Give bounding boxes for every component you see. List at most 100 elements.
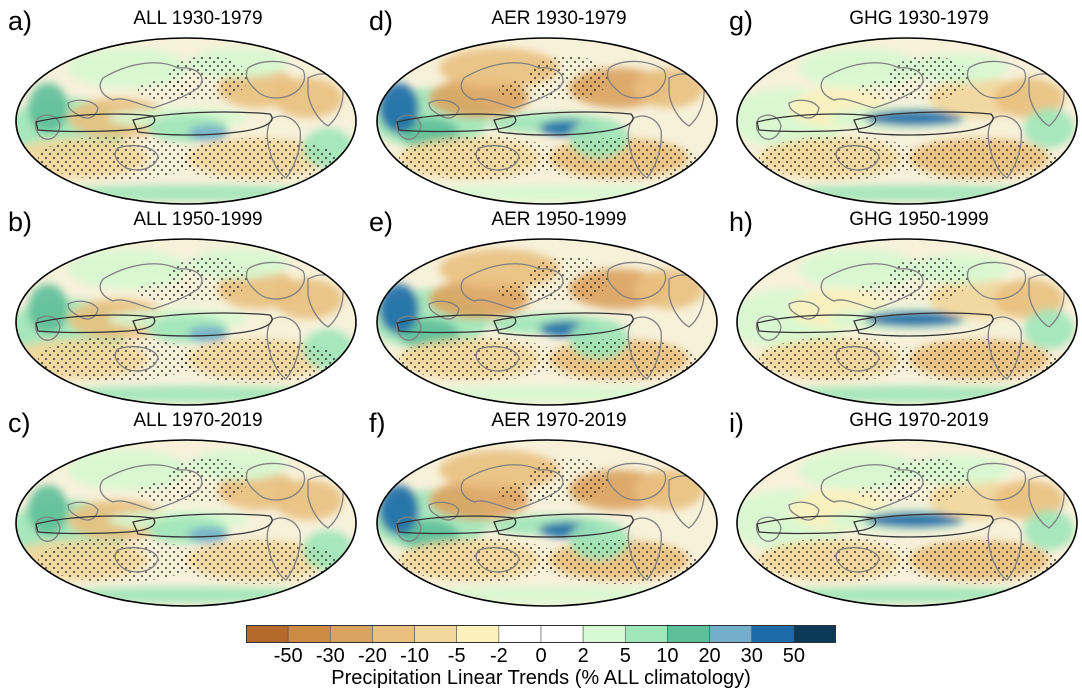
panel-letter: d) (369, 6, 394, 36)
trend-field (737, 239, 1077, 405)
precip-trend-map (736, 238, 1078, 406)
panel-letter: h) (729, 207, 754, 237)
map-frame (736, 439, 1078, 607)
colorbar-swatch (540, 625, 584, 643)
colorbar-tick-labels: -50 -30 -20 -10 -5 -2 0 2 5 10 20 30 50 (246, 645, 836, 667)
climatology-contour (396, 312, 634, 337)
stippling (399, 257, 699, 383)
colorbar-tick-label: 30 (740, 645, 763, 667)
colorbar-swatch (372, 625, 415, 643)
stippling (38, 56, 338, 182)
map-frame (15, 439, 357, 607)
panel-letter: i) (729, 408, 744, 438)
colorbar-tick-label: 2 (577, 645, 589, 667)
colorbar-tick-label: 10 (656, 645, 679, 667)
map-frame (736, 37, 1078, 205)
panel-letter: c) (8, 408, 31, 438)
map-panel-c: c) ALL 1970-2019 (8, 410, 363, 608)
coastlines (755, 60, 1065, 179)
map-panel-h: h) GHG 1950-1999 (729, 209, 1082, 407)
trend-field (377, 239, 717, 405)
trend-field (737, 38, 1077, 204)
precip-trend-map (376, 238, 718, 406)
colorbar-tick-label: -50 (273, 645, 303, 667)
colorbar-tick-label: 0 (535, 645, 547, 667)
panel-title: AER 1950-1999 (491, 209, 627, 230)
precip-trend-map (736, 37, 1078, 205)
stippling (759, 458, 1059, 584)
panel-letter: g) (729, 6, 754, 36)
colorbar-tick-label: -2 (489, 645, 508, 667)
precip-trend-map (376, 439, 718, 607)
precip-trend-map (736, 439, 1078, 607)
colorbar-swatch (624, 625, 668, 643)
map-frame (736, 238, 1078, 406)
map-panel-b: b) ALL 1950-1999 (8, 209, 363, 407)
panel-title: GHG 1970-2019 (849, 410, 989, 431)
colorbar-swatch (582, 625, 626, 643)
stippling (759, 56, 1059, 182)
coastlines (395, 462, 705, 581)
map-panel-a: a) ALL 1930-1979 (8, 8, 363, 206)
panel-letter: e) (369, 207, 394, 237)
map-frame (376, 439, 718, 607)
colorbar-tick-label: -5 (447, 645, 466, 667)
colorbar-tick-label: -30 (315, 645, 345, 667)
stippling (399, 458, 699, 584)
colorbar-tick-label: -10 (400, 645, 430, 667)
colorbar-swatch (414, 625, 458, 643)
precip-trend-map (376, 37, 718, 205)
trend-field (737, 440, 1077, 606)
colorbar-title: Precipitation Linear Trends (% ALL clima… (331, 667, 751, 689)
stippling (759, 257, 1059, 383)
colorbar-swatch (793, 625, 836, 643)
colorbar-swatch (751, 625, 795, 643)
panel-letter: a) (8, 6, 33, 36)
map-panel-e: e) AER 1950-1999 (369, 209, 724, 407)
colorbar-tick-label: 20 (698, 645, 721, 667)
colorbar-tick-label: -20 (357, 645, 387, 667)
climatology-contour (35, 312, 273, 337)
panel-letter: b) (8, 207, 33, 237)
colorbar-swatch (456, 625, 500, 643)
map-panel-g: g) GHG 1930-1979 (729, 8, 1082, 206)
stippling (399, 56, 699, 182)
map-panel-d: d) AER 1930-1979 (369, 8, 724, 206)
coastlines (395, 261, 705, 380)
climatology-contour (35, 111, 273, 136)
map-frame (15, 37, 357, 205)
stippling (38, 458, 338, 584)
colorbar-swatch (498, 625, 542, 643)
precip-trend-map (15, 439, 357, 607)
map-frame (15, 238, 357, 406)
panel-title: GHG 1930-1979 (849, 8, 989, 29)
trend-field (377, 38, 717, 204)
map-frame (376, 37, 718, 205)
climatology-contour (396, 513, 634, 538)
panel-letter: f) (369, 408, 386, 438)
panel-title: AER 1970-2019 (491, 410, 627, 431)
climatology-contour (35, 513, 273, 538)
trend-field (16, 440, 356, 606)
trend-field (16, 239, 356, 405)
panel-title: AER 1930-1979 (491, 8, 627, 29)
stippling (38, 257, 338, 383)
colorbar (246, 625, 836, 643)
map-frame (376, 238, 718, 406)
colorbar-tick-label: 50 (782, 645, 805, 667)
precip-trend-map (15, 238, 357, 406)
precip-trend-map (15, 37, 357, 205)
panel-title: ALL 1930-1979 (133, 8, 263, 29)
panel-title: GHG 1950-1999 (849, 209, 989, 230)
panel-title: ALL 1950-1999 (133, 209, 263, 230)
panel-title: ALL 1970-2019 (133, 410, 263, 431)
colorbar-tick-label: 5 (619, 645, 631, 667)
climatology-contour (756, 111, 994, 136)
colorbar-swatch (287, 625, 331, 643)
map-panel-i: i) GHG 1970-2019 (729, 410, 1082, 608)
trend-field (16, 38, 356, 204)
climatology-contour (756, 312, 994, 337)
colorbar-swatch (667, 625, 710, 643)
colorbar-swatch (246, 625, 289, 643)
climatology-contour (756, 513, 994, 538)
